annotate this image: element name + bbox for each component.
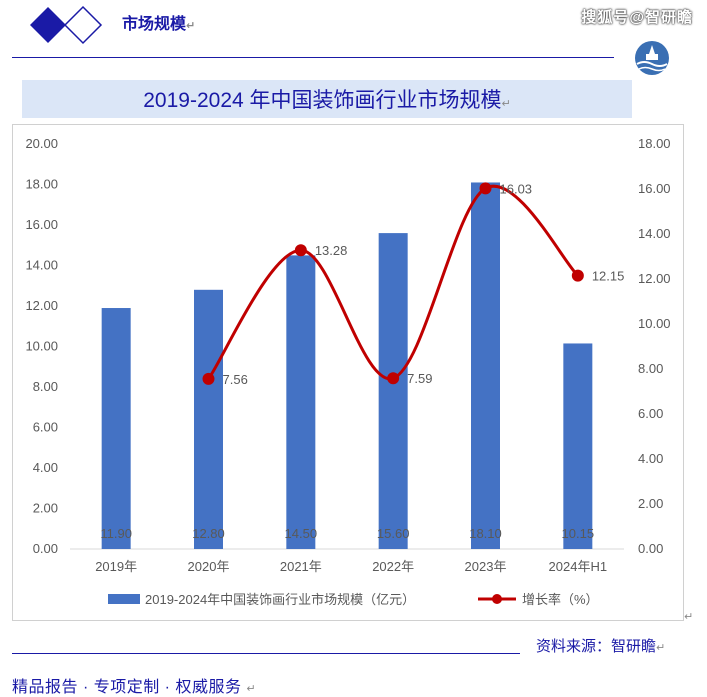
y-right-tick-label: 0.00 — [638, 541, 663, 556]
growth-rate-point — [202, 372, 215, 385]
x-tick-label: 2021年 — [280, 559, 322, 574]
bar-value-label: 11.90 — [100, 526, 132, 541]
x-tick-label: 2022年 — [372, 559, 414, 574]
y-left-tick-label: 6.00 — [33, 420, 58, 435]
y-right-tick-label: 16.00 — [638, 181, 671, 196]
y-left-tick-label: 0.00 — [33, 541, 58, 556]
growth-rate-label: 16.03 — [500, 181, 533, 196]
data-source: 资料来源：智研瞻↵ — [536, 638, 666, 655]
growth-rate-point — [294, 244, 307, 257]
y-left-tick-label: 18.00 — [25, 177, 58, 192]
bar-value-label: 15.60 — [377, 526, 410, 541]
growth-rate-point — [479, 182, 492, 195]
title-banner — [22, 80, 632, 118]
bar — [563, 343, 593, 549]
section-title: 市场规模↵ — [122, 16, 196, 33]
y-left-tick-label: 2.00 — [33, 501, 58, 516]
y-right-tick-label: 4.00 — [638, 451, 663, 466]
growth-rate-point — [387, 372, 400, 385]
y-right-tick-label: 14.00 — [638, 226, 671, 241]
y-left-tick-label: 4.00 — [33, 460, 58, 475]
legend-label-bar: 2019-2024年中国装饰画行业市场规模（亿元） — [145, 592, 415, 607]
growth-rate-label: 12.15 — [592, 269, 625, 284]
growth-rate-label: 7.56 — [223, 372, 248, 387]
chart-frame — [12, 124, 684, 621]
y-left-tick-label: 20.00 — [25, 136, 58, 151]
y-right-tick-label: 10.00 — [638, 316, 671, 331]
x-tick-label: 2020年 — [188, 559, 230, 574]
growth-rate-point — [571, 269, 584, 282]
bar-value-label: 12.80 — [192, 526, 225, 541]
x-tick-label: 2019年 — [95, 559, 137, 574]
bar-value-label: 18.10 — [469, 526, 502, 541]
bar — [194, 289, 223, 549]
footer-tagline: 精品报告 · 专项定制 · 权威服务 ↵ — [12, 679, 257, 696]
x-tick-label: 2024年H1 — [549, 559, 608, 574]
bar — [101, 308, 131, 549]
chart-title: 2019-2024 年中国装饰画行业市场规模↵ — [143, 89, 511, 112]
y-right-tick-label: 6.00 — [638, 406, 663, 421]
y-left-tick-label: 12.00 — [25, 298, 58, 313]
bridge-emblem-icon — [635, 41, 669, 75]
bar-value-label: 10.15 — [562, 526, 595, 541]
growth-rate-label: 13.28 — [315, 243, 348, 258]
y-left-tick-label: 10.00 — [25, 339, 58, 354]
watermark: 搜狐号@智研瞻 — [581, 9, 693, 26]
bar — [286, 255, 316, 549]
y-right-tick-label: 12.00 — [638, 271, 671, 286]
y-left-tick-label: 16.00 — [25, 217, 58, 232]
combo-chart: 0.00 2.00 4.00 6.00 8.00 10.00 12.00 14.00 16.00… — [25, 136, 671, 607]
y-right-tick-label: 8.00 — [638, 361, 663, 376]
legend-marker-line — [492, 594, 502, 604]
footer-rule — [12, 653, 520, 654]
double-diamond-icon — [30, 5, 103, 45]
y-left-tick-label: 8.00 — [33, 379, 58, 394]
bar — [378, 233, 408, 549]
header-rule — [12, 57, 614, 58]
legend-label-line: 增长率（%） — [522, 592, 599, 607]
y-left-tick-label: 14.00 — [25, 258, 58, 273]
y-right-tick-label: 18.00 — [638, 136, 671, 151]
paragraph-mark: ↵ — [684, 611, 694, 623]
y-right-tick-label: 2.00 — [638, 496, 663, 511]
growth-rate-label: 7.59 — [407, 371, 432, 386]
x-tick-label: 2023年 — [465, 559, 507, 574]
bar-value-label: 14.50 — [285, 526, 318, 541]
legend-swatch-bar — [108, 594, 140, 604]
bar — [471, 182, 500, 549]
